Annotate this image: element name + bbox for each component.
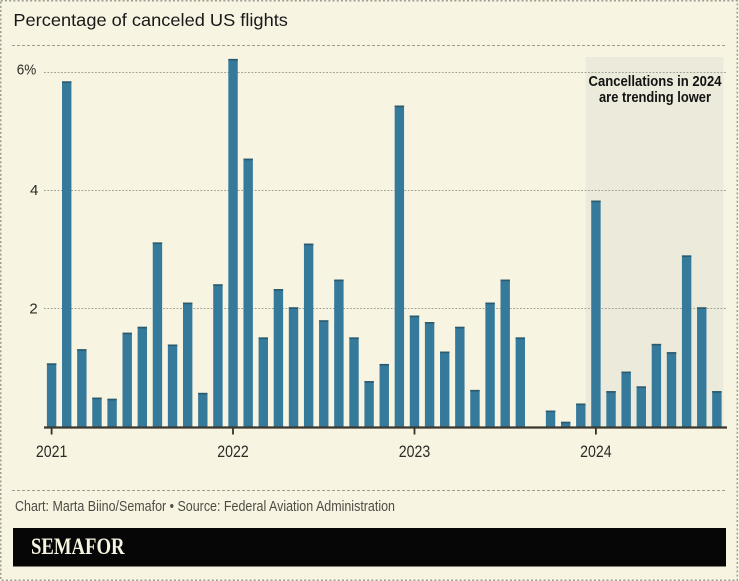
svg-text:are trending lower: are trending lower bbox=[599, 89, 711, 106]
svg-text:2024: 2024 bbox=[580, 442, 612, 461]
svg-text:SEMAFOR: SEMAFOR bbox=[31, 534, 125, 559]
svg-text:2: 2 bbox=[29, 301, 37, 318]
svg-text:6%: 6% bbox=[17, 62, 37, 79]
svg-text:Percentage of canceled US flig: Percentage of canceled US flights bbox=[13, 10, 288, 30]
svg-text:Cancellations in 2024: Cancellations in 2024 bbox=[589, 73, 723, 90]
svg-text:4: 4 bbox=[30, 182, 38, 199]
svg-text:2023: 2023 bbox=[399, 442, 431, 461]
svg-text:2021: 2021 bbox=[36, 442, 68, 461]
svg-text:2022: 2022 bbox=[217, 442, 249, 461]
svg-text:Chart: Marta Biino/Semafor • S: Chart: Marta Biino/Semafor • Source: Fed… bbox=[15, 498, 395, 515]
